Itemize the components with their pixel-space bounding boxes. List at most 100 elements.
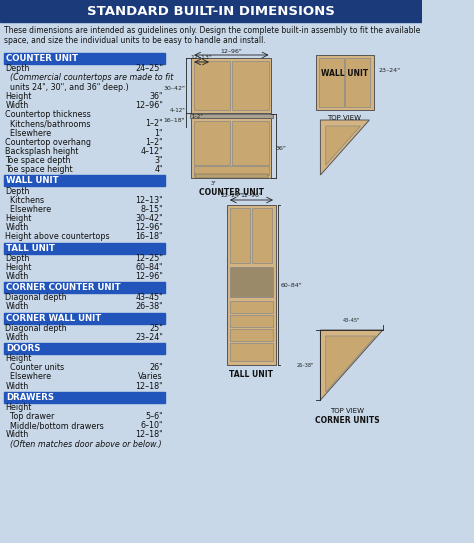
Text: COUNTER UNIT: COUNTER UNIT xyxy=(6,54,78,63)
Text: Depth: Depth xyxy=(5,64,30,73)
Text: 26–38": 26–38" xyxy=(135,302,163,312)
Text: Kitchens/bathrooms: Kitchens/bathrooms xyxy=(5,119,91,128)
Text: Elsewhere: Elsewhere xyxy=(5,372,52,382)
Text: 12–96": 12–96" xyxy=(135,223,163,232)
Text: 36": 36" xyxy=(149,92,163,100)
Text: 4–12": 4–12" xyxy=(169,108,185,112)
Text: WALL UNIT: WALL UNIT xyxy=(321,68,368,78)
Bar xyxy=(229,329,273,341)
Bar xyxy=(4,282,164,293)
Text: 30–42": 30–42" xyxy=(135,214,163,223)
Text: Backsplash height: Backsplash height xyxy=(5,147,79,156)
Bar xyxy=(4,392,164,403)
Text: Diagonal depth: Diagonal depth xyxy=(5,293,67,302)
Text: (Commercial countertops are made to fit: (Commercial countertops are made to fit xyxy=(5,73,173,83)
Text: Width: Width xyxy=(5,101,28,110)
Bar xyxy=(194,61,229,110)
Text: Toe space depth: Toe space depth xyxy=(5,156,71,165)
Text: DOORS: DOORS xyxy=(6,344,41,353)
Text: Height: Height xyxy=(5,263,32,272)
Text: Width: Width xyxy=(5,272,28,281)
Bar xyxy=(232,121,269,165)
Text: STANDARD BUILT-IN DIMENSIONS: STANDARD BUILT-IN DIMENSIONS xyxy=(87,4,335,17)
Bar xyxy=(194,166,269,175)
Text: 24–25": 24–25" xyxy=(135,64,163,73)
Bar xyxy=(190,114,273,118)
Bar xyxy=(191,118,272,178)
Text: Elsewhere: Elsewhere xyxy=(5,129,52,137)
Polygon shape xyxy=(320,120,369,175)
Bar xyxy=(319,58,344,107)
Text: 5–6": 5–6" xyxy=(145,412,163,421)
Text: 12–13": 12–13" xyxy=(135,195,163,205)
Text: Depth: Depth xyxy=(5,186,30,195)
Polygon shape xyxy=(320,330,383,400)
Text: 12–96": 12–96" xyxy=(135,101,163,110)
Bar xyxy=(316,55,374,110)
Text: Counter units: Counter units xyxy=(5,363,64,372)
Text: 1–2": 1–2" xyxy=(191,113,203,118)
Text: 30–42": 30–42" xyxy=(163,85,185,91)
Text: These dimensions are intended as guidelines only. Design the complete built-in a: These dimensions are intended as guideli… xyxy=(4,26,420,46)
Bar xyxy=(4,243,164,254)
Bar xyxy=(4,313,164,324)
Text: (Often matches door above or below.): (Often matches door above or below.) xyxy=(5,440,162,449)
Bar xyxy=(4,175,164,186)
Text: Countertop overhang: Countertop overhang xyxy=(5,138,91,147)
Bar xyxy=(229,267,273,297)
Bar xyxy=(4,343,164,354)
Bar xyxy=(227,205,276,365)
Text: Height: Height xyxy=(5,354,32,363)
Bar xyxy=(346,58,370,107)
Text: CORNER UNITS: CORNER UNITS xyxy=(315,416,379,425)
Text: Width: Width xyxy=(5,431,28,439)
Text: CORNER COUNTER UNIT: CORNER COUNTER UNIT xyxy=(6,283,121,292)
Polygon shape xyxy=(326,336,375,392)
Text: 1–2": 1–2" xyxy=(145,119,163,128)
Text: 60–84": 60–84" xyxy=(280,282,302,287)
Bar xyxy=(229,301,273,313)
Text: Width: Width xyxy=(5,333,28,342)
Text: DRAWERS: DRAWERS xyxy=(6,393,55,402)
Text: 36": 36" xyxy=(276,146,287,150)
Text: 12–18": 12–18" xyxy=(135,382,163,391)
Text: 26–38": 26–38" xyxy=(297,363,314,368)
Polygon shape xyxy=(326,126,360,165)
Text: units 24", 30", and 36" deep.): units 24", 30", and 36" deep.) xyxy=(5,83,129,92)
Text: 16–18": 16–18" xyxy=(164,117,185,123)
Text: 12–96": 12–96" xyxy=(220,48,242,54)
Text: Countertop thickness: Countertop thickness xyxy=(5,110,91,119)
Bar xyxy=(4,53,164,64)
Text: 43–45": 43–45" xyxy=(343,318,360,323)
Bar xyxy=(0,0,422,22)
Bar xyxy=(195,174,268,178)
Text: TALL UNIT: TALL UNIT xyxy=(6,244,55,252)
Bar xyxy=(194,121,229,165)
Text: 23–24": 23–24" xyxy=(135,333,163,342)
Text: 4": 4" xyxy=(154,165,163,174)
Text: 25": 25" xyxy=(149,324,163,333)
Text: TALL UNIT: TALL UNIT xyxy=(229,370,273,379)
Text: 4–12": 4–12" xyxy=(140,147,163,156)
Text: Depth: Depth xyxy=(5,254,30,263)
Text: 1–2": 1–2" xyxy=(145,138,163,147)
Text: Width: Width xyxy=(5,382,28,391)
Text: 3": 3" xyxy=(211,180,217,186)
Text: 12–18": 12–18" xyxy=(135,431,163,439)
Bar xyxy=(229,343,273,361)
Bar xyxy=(191,58,272,113)
Text: 60–84": 60–84" xyxy=(135,263,163,272)
Text: TOP VIEW: TOP VIEW xyxy=(328,115,362,121)
Text: 26": 26" xyxy=(149,363,163,372)
Text: 43–45": 43–45" xyxy=(135,293,163,302)
Text: Width: Width xyxy=(5,223,28,232)
Text: Toe space height: Toe space height xyxy=(5,165,73,174)
Bar xyxy=(229,315,273,327)
Text: 6–10": 6–10" xyxy=(140,421,163,430)
Text: Top drawer: Top drawer xyxy=(5,412,55,421)
Text: 22–24": 22–24" xyxy=(220,193,243,198)
Text: Height above countertops: Height above countertops xyxy=(5,232,110,242)
Bar xyxy=(232,61,269,110)
Text: 3": 3" xyxy=(154,156,163,165)
Text: 12–13": 12–13" xyxy=(190,55,212,60)
